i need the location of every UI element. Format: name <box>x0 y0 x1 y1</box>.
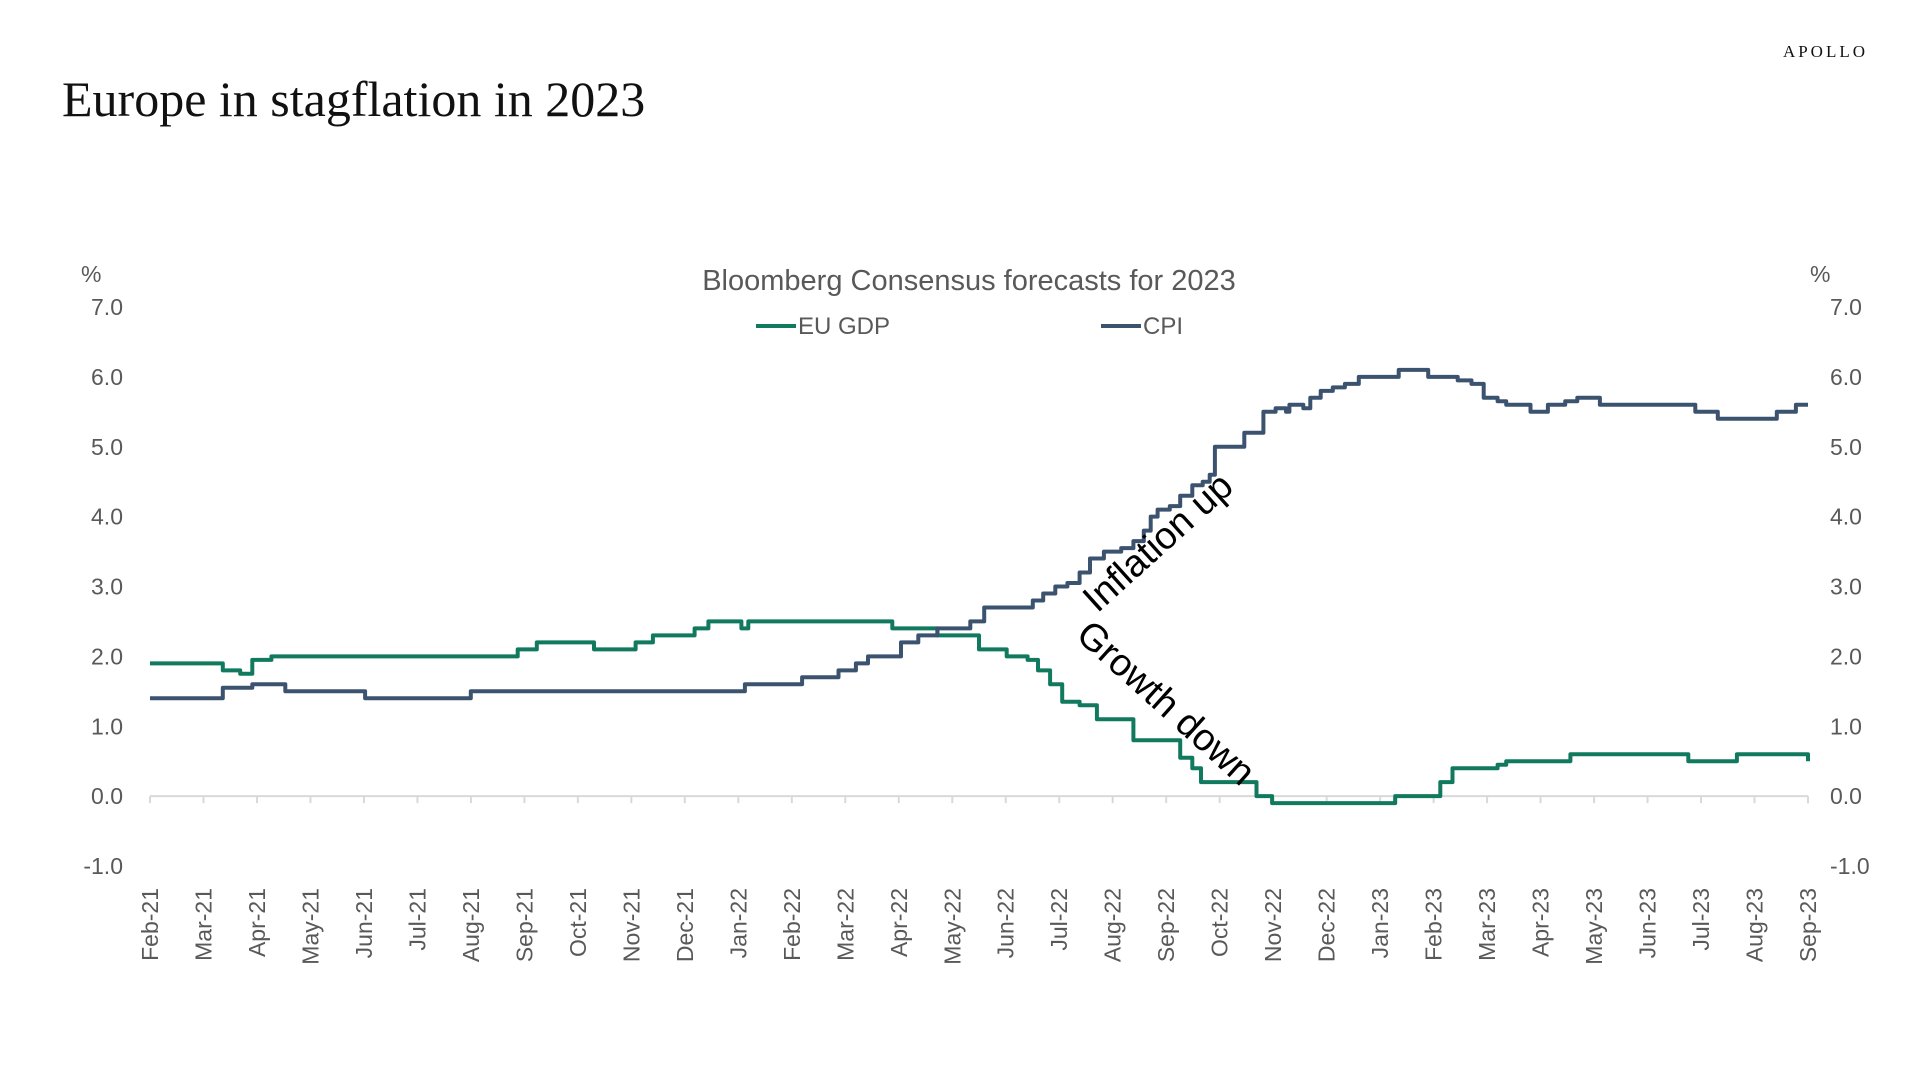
x-tick-label: May-22 <box>939 888 965 965</box>
y-tick-label-right: 2.0 <box>1830 643 1862 669</box>
legend-label: EU GDP <box>798 313 890 340</box>
x-tick-label: Mar-21 <box>190 888 216 961</box>
x-tick-label: Jun-22 <box>993 888 1019 958</box>
y-tick-label-right: 0.0 <box>1830 783 1862 809</box>
x-tick-label: Aug-23 <box>1742 888 1768 962</box>
series-layer <box>150 367 1810 806</box>
x-tick-label: Jan-22 <box>725 888 751 958</box>
x-tick-label: Apr-23 <box>1528 888 1554 957</box>
x-tick-label: Aug-22 <box>1100 888 1126 962</box>
y-tick-label-left: 4.0 <box>91 504 123 530</box>
y-tick-label-left: 2.0 <box>91 643 123 669</box>
y-left-unit: % <box>81 261 101 287</box>
x-tick-label: Jul-22 <box>1046 888 1072 951</box>
y-tick-label-right: -1.0 <box>1830 853 1870 879</box>
y-tick-label-left: 5.0 <box>91 434 123 460</box>
x-tick-label: May-21 <box>297 888 323 965</box>
series-line-cpi <box>150 367 1808 701</box>
x-tick-label: Apr-22 <box>886 888 912 957</box>
y-right-unit: % <box>1810 261 1830 287</box>
page-title: Europe in stagflation in 2023 <box>62 71 646 127</box>
y-tick-label-right: 3.0 <box>1830 574 1862 600</box>
chart-subtitle: Bloomberg Consensus forecasts for 2023 <box>702 265 1236 297</box>
brand-logo: APOLLO <box>1782 42 1868 61</box>
x-tick-label: Feb-22 <box>779 888 805 961</box>
x-tick-label: Jan-23 <box>1367 888 1393 958</box>
y-tick-label-right: 7.0 <box>1830 294 1862 320</box>
x-tick-label: Oct-21 <box>565 888 591 957</box>
x-tick-label: Aug-21 <box>458 888 484 962</box>
x-tick-label: Nov-22 <box>1260 888 1286 962</box>
y-axis-left: 7.0 6.0 5.0 4.0 3.0 2.0 1.0 0.0 -1.0 <box>83 294 123 879</box>
y-tick-label-left: 0.0 <box>91 783 123 809</box>
x-tick-label: Sep-23 <box>1795 888 1821 962</box>
x-tick-label: Jun-21 <box>351 888 377 958</box>
y-tick-label-left: 6.0 <box>91 364 123 390</box>
y-tick-label-right: 4.0 <box>1830 504 1862 530</box>
legend: EU GDP CPI <box>756 313 1183 340</box>
x-axis: Feb-21 Mar-21 Apr-21 May-21 Jun-21 Jul-21 Aug-… <box>137 795 1821 965</box>
x-tick-label: Jul-23 <box>1688 888 1714 951</box>
x-tick-label: Apr-21 <box>244 888 270 957</box>
annotation-label: Inflation up <box>1075 465 1241 621</box>
y-tick-label-left: -1.0 <box>83 853 123 879</box>
x-tick-label: Sep-21 <box>511 888 537 962</box>
annotation-label: Growth down <box>1068 613 1262 794</box>
y-tick-label-right: 5.0 <box>1830 434 1862 460</box>
y-tick-label-left: 3.0 <box>91 574 123 600</box>
y-axis-right: 7.0 6.0 5.0 4.0 3.0 2.0 1.0 0.0 -1.0 <box>1830 294 1870 879</box>
x-tick-label: Sep-22 <box>1153 888 1179 962</box>
series-line-eu-gdp <box>150 619 1810 806</box>
y-tick-label-left: 7.0 <box>91 294 123 320</box>
x-tick-label: Feb-21 <box>137 888 163 961</box>
x-tick-label: Dec-22 <box>1314 888 1340 962</box>
x-tick-label: Jun-23 <box>1635 888 1661 958</box>
legend-label: CPI <box>1143 313 1183 340</box>
y-tick-label-left: 1.0 <box>91 713 123 739</box>
x-tick-label: Dec-21 <box>672 888 698 962</box>
x-tick-label: Mar-22 <box>832 888 858 961</box>
x-tick-label: Mar-23 <box>1474 888 1500 961</box>
x-tick-label: Oct-22 <box>1207 888 1233 957</box>
y-tick-label-right: 6.0 <box>1830 364 1862 390</box>
x-tick-label: Jul-21 <box>404 888 430 951</box>
x-tick-label: Feb-23 <box>1421 888 1447 961</box>
x-tick-label: Nov-21 <box>618 888 644 962</box>
x-tick-label: May-23 <box>1581 888 1607 965</box>
y-tick-label-right: 1.0 <box>1830 713 1862 739</box>
